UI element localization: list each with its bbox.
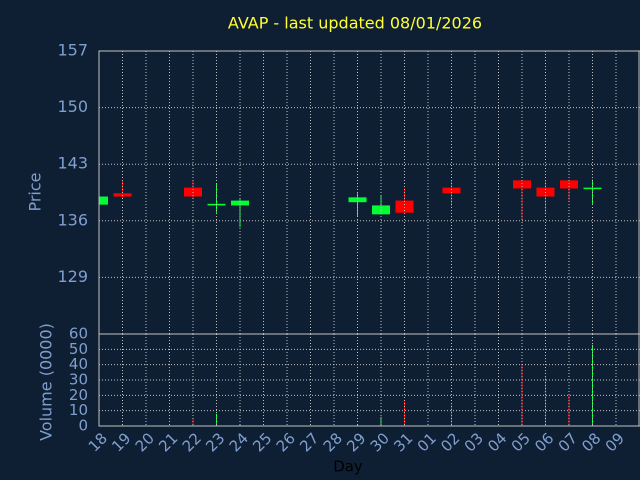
volume-tick-label: 10 [69, 401, 88, 419]
y-tick-label: 150 [57, 97, 88, 116]
volume-bar [357, 424, 358, 426]
volume-tick-label: 30 [69, 371, 88, 389]
candle-body [99, 196, 108, 205]
volume-axis-label: Volume (0000) [37, 323, 56, 441]
volume-bar [239, 424, 241, 426]
candle-body [348, 197, 367, 203]
volume-bar [216, 413, 217, 426]
volume-bar [122, 424, 123, 426]
candle-body [513, 180, 531, 189]
volume-bar [545, 376, 546, 426]
y-tick-label: 157 [57, 41, 88, 60]
candle-body [583, 187, 602, 190]
y-tick-label: 136 [57, 210, 88, 229]
candle-body [442, 187, 461, 194]
candle-body [372, 205, 390, 215]
candle-body [113, 193, 132, 197]
candle-body [560, 180, 578, 189]
volume-bar [192, 418, 194, 426]
chart-title: AVAP - last updated 08/01/2026 [228, 14, 482, 33]
volume-tick-label: 20 [69, 386, 88, 404]
y-axis-label: Price [26, 172, 45, 211]
candle-body [231, 200, 249, 206]
volume-tick-label: 50 [69, 340, 88, 358]
volume-tick-label: 40 [69, 355, 88, 373]
volume-bar [404, 401, 405, 426]
y-tick-label: 129 [57, 267, 88, 286]
volume-bar [521, 364, 523, 426]
volume-tick-label: 0 [78, 417, 88, 435]
x-axis-label: Day [333, 458, 363, 476]
y-tick-label: 143 [57, 154, 88, 173]
candle-body [395, 200, 414, 213]
volume-tick-label: 60 [69, 325, 88, 343]
volume-frame [98, 333, 640, 427]
